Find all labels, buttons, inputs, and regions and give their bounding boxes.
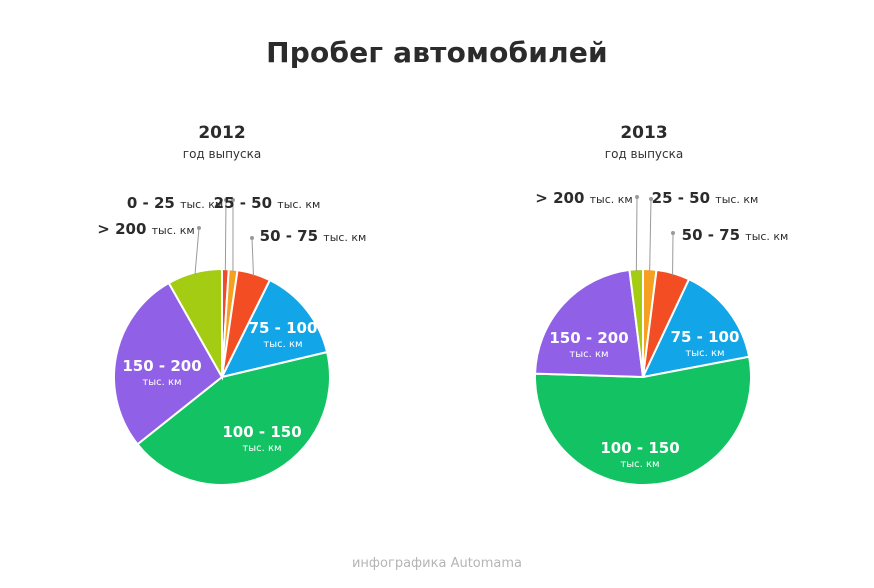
pie-slice [113, 281, 224, 446]
page-title: Пробег автомобилей [266, 36, 608, 69]
pie-chart-2013: 25 - 50 тыс. км 50 - 75 тыс. км 75 - 100 ты… [534, 189, 789, 486]
pie-slice [534, 268, 645, 379]
leader-line [224, 199, 227, 272]
slice-unit-label: тыс. км [242, 443, 281, 454]
leader-line [251, 237, 254, 276]
leader-line [635, 196, 638, 272]
slice-label: 100 - 150 [600, 439, 679, 457]
leader-dot [231, 198, 235, 202]
slice-label: 75 - 100 [249, 319, 318, 337]
pie-slice [136, 350, 331, 486]
chart-2012-subtitle: год выпуска [182, 147, 262, 161]
chart-2012-title: 2012 [198, 123, 246, 143]
leader-dot [649, 197, 653, 201]
slice-label: 150 - 200 [122, 357, 201, 375]
chart-2013-subtitle: год выпуска [604, 147, 684, 161]
slice-unit-label: тыс. км [263, 339, 302, 350]
leader-line [649, 198, 652, 272]
footer-credit: инфографика Automama [351, 556, 523, 571]
chart-2013-title: 2013 [620, 123, 668, 143]
slice-label: 0 - 25 тыс. км [127, 194, 223, 212]
slice-label: 25 - 50 тыс. км [214, 194, 321, 212]
slice-label: 25 - 50 тыс. км [652, 189, 759, 207]
leader-dot [250, 236, 254, 240]
leader-dot [635, 195, 639, 199]
slice-unit-label: тыс. км [569, 349, 608, 360]
pie-slice [220, 278, 329, 379]
pie-slice [641, 277, 751, 379]
leader-dot [671, 231, 675, 235]
slice-label: > 200 тыс. км [97, 220, 194, 238]
slice-label: > 200 тыс. км [535, 189, 632, 207]
slice-label: 50 - 75 тыс. км [260, 227, 367, 245]
leader-line [194, 227, 200, 275]
slice-unit-label: тыс. км [620, 459, 659, 470]
slice-label: 50 - 75 тыс. км [682, 226, 789, 244]
slice-unit-label: тыс. км [142, 377, 181, 388]
slice-label: 75 - 100 [671, 328, 740, 346]
slice-label: 150 - 200 [549, 329, 628, 347]
leader-dot [224, 198, 228, 202]
pie-slice [534, 355, 752, 486]
pie-slice [167, 267, 223, 381]
slice-unit-label: тыс. км [685, 348, 724, 359]
leader-dot [197, 226, 201, 230]
slice-label: 100 - 150 [222, 423, 301, 441]
